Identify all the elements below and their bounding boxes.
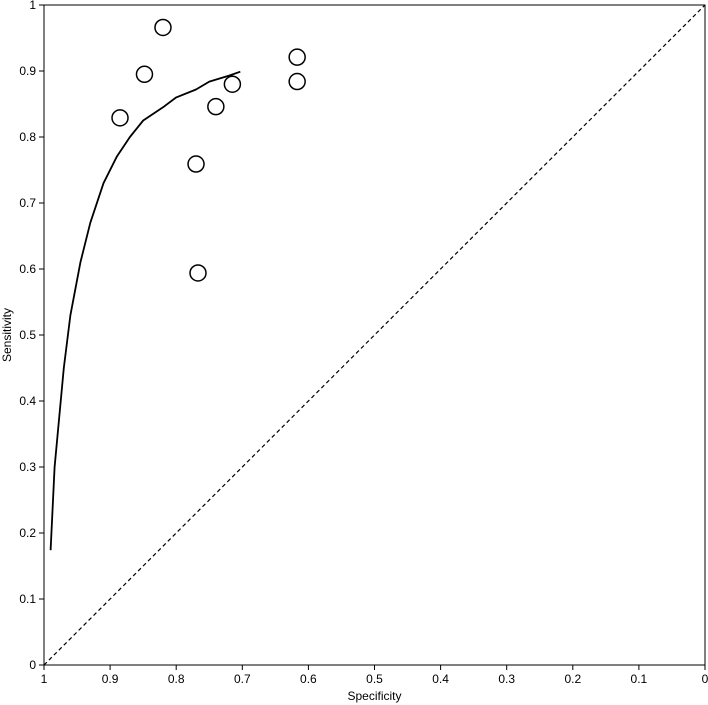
- x-tick-label: 0.6: [300, 672, 317, 686]
- y-tick-label: 0.8: [19, 130, 36, 144]
- x-tick-label: 0.8: [168, 672, 185, 686]
- y-tick-label: 0.7: [19, 196, 36, 210]
- x-axis-title: Specificity: [347, 689, 401, 703]
- study-point-4: [288, 48, 306, 66]
- x-tick-label: 0: [702, 672, 708, 686]
- curve-layer: [49, 70, 241, 551]
- y-tick-label: 0.3: [19, 460, 36, 474]
- y-tick-label: 0: [29, 658, 36, 672]
- y-axis-title: Sensitivity: [0, 308, 14, 362]
- sroc-curve: [49, 70, 241, 551]
- diagonal-reference-line: [43, 4, 706, 666]
- x-tick-label: 0.5: [366, 672, 383, 686]
- y-tick-label: 1: [29, 0, 36, 12]
- x-axis-ticks: 1 0.9 0.8 0.7 0.6 0.5 0.4 0.3 0.2 0.1 0: [41, 665, 708, 686]
- y-tick-label: 0.6: [19, 262, 36, 276]
- y-tick-label: 0.9: [19, 64, 36, 78]
- x-tick-label: 0.9: [102, 672, 119, 686]
- x-tick-label: 0.2: [564, 672, 581, 686]
- y-tick-label: 0.4: [19, 394, 36, 408]
- reference-line-layer: [43, 4, 706, 666]
- study-point-3: [111, 109, 129, 127]
- x-tick-label: 0.3: [498, 672, 515, 686]
- point-layer: [111, 18, 306, 282]
- x-tick-label: 0.1: [631, 672, 648, 686]
- study-point-1: [154, 18, 172, 37]
- y-tick-label: 0.2: [19, 526, 36, 540]
- y-tick-label: 0.5: [19, 328, 36, 342]
- study-point-8: [187, 155, 205, 173]
- study-point-9: [189, 264, 207, 282]
- x-tick-label: 0.7: [234, 672, 251, 686]
- x-tick-label: 1: [41, 672, 48, 686]
- study-point-5: [288, 72, 306, 91]
- study-point-7: [207, 97, 225, 116]
- study-point-6: [223, 75, 242, 93]
- y-axis-ticks: 0 0.1 0.2 0.3 0.4 0.5 0.6 0.7 0.8 0.9 1: [19, 0, 44, 672]
- y-tick-label: 0.1: [19, 592, 36, 606]
- study-point-2: [135, 65, 154, 84]
- x-tick-label: 0.4: [432, 672, 449, 686]
